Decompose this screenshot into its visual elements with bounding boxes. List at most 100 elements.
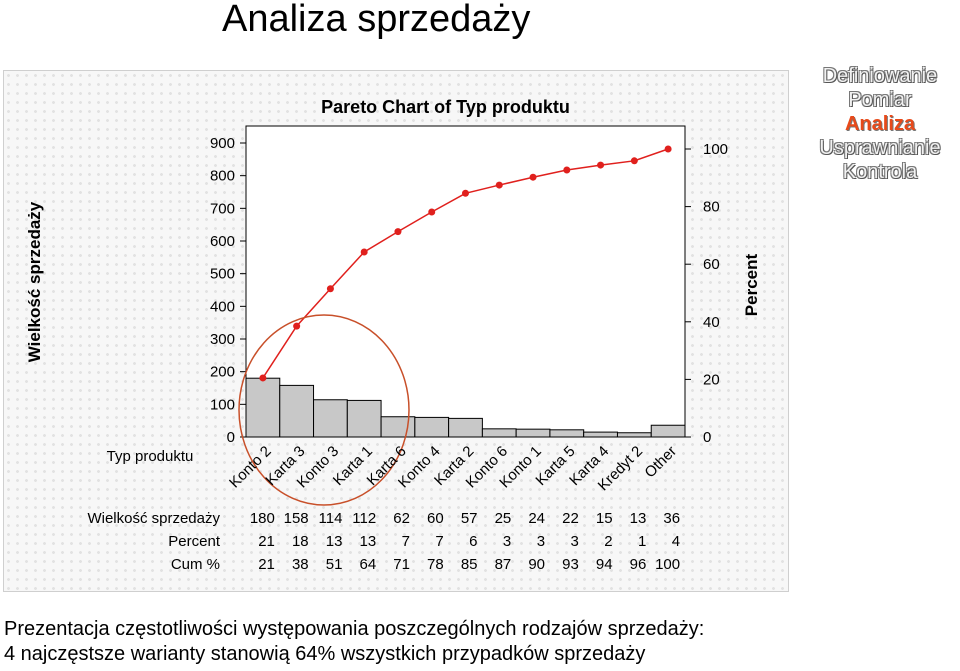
y2-axis-label: Percent xyxy=(742,253,761,316)
step-analiza[interactable]: Analiza xyxy=(844,113,916,135)
category-label: Other xyxy=(641,443,680,482)
bar-konto-3 xyxy=(313,399,348,438)
table-cell: 90 xyxy=(528,556,545,573)
y-tick-label: 300 xyxy=(210,331,235,348)
table-cell: 15 xyxy=(596,510,613,527)
cumulative-point-12 xyxy=(630,157,638,165)
table-cell: 21 xyxy=(258,556,275,573)
bar-konto-6 xyxy=(481,428,517,438)
chart-title: Pareto Chart of Typ produktu xyxy=(321,97,570,117)
cumulative-point-5 xyxy=(394,228,402,236)
bar-kredyt-2 xyxy=(616,432,652,438)
y-tick-label: 100 xyxy=(210,396,235,413)
summary-text: Prezentacja częstotliwości występowania … xyxy=(4,617,704,667)
y-tick-label: 200 xyxy=(210,364,235,381)
y2-tick-label: 80 xyxy=(703,199,720,216)
plot-frame xyxy=(245,125,686,438)
bar-karta-5 xyxy=(549,429,585,438)
y2-tick-label: 100 xyxy=(703,141,728,158)
table-cell: 78 xyxy=(427,556,444,573)
table-cell: 18 xyxy=(292,533,309,550)
y-tick-label: 900 xyxy=(210,135,235,152)
table-cell: 57 xyxy=(461,510,478,527)
table-cell: 114 xyxy=(319,510,343,527)
cumulative-point-8 xyxy=(495,181,503,189)
y-tick-label: 600 xyxy=(210,233,235,250)
y2-tick-label: 20 xyxy=(703,371,720,388)
cumulative-point-10 xyxy=(563,166,571,174)
table-cell: 87 xyxy=(495,556,512,573)
table-cell: 7 xyxy=(435,533,443,550)
y-tick-label: 0 xyxy=(227,429,235,446)
table-cell: 64 xyxy=(360,556,377,573)
summary-line-2: 4 najczęstsze warianty stanowią 64% wszy… xyxy=(4,643,646,665)
cumulative-point-7 xyxy=(462,189,469,197)
table-cell: 1 xyxy=(638,533,646,550)
y2-tick-label: 60 xyxy=(703,256,720,273)
y-tick-label: 700 xyxy=(210,200,235,217)
table-cell: 13 xyxy=(326,533,343,550)
table-cell: 85 xyxy=(461,556,478,573)
table-row-label: Cum % xyxy=(171,556,220,573)
step-kontrola[interactable]: Kontrola xyxy=(842,161,918,183)
cumulative-point-11 xyxy=(597,161,605,169)
table-cell: 7 xyxy=(402,533,410,550)
bar-other xyxy=(650,424,686,438)
y2-tick-label: 40 xyxy=(703,314,720,331)
table-row-label: Percent xyxy=(168,533,221,550)
bar-karta-3 xyxy=(279,384,315,438)
table-cell: 13 xyxy=(360,533,377,550)
cumulative-point-4 xyxy=(360,248,368,256)
cumulative-point-2 xyxy=(293,322,301,330)
table-cell: 180 xyxy=(250,510,275,527)
y-tick-label: 400 xyxy=(210,298,235,315)
table-cell: 3 xyxy=(537,533,545,550)
y2-tick-label: 0 xyxy=(703,429,711,446)
step-pomiar[interactable]: Pomiar xyxy=(848,89,912,111)
table-cell: 25 xyxy=(495,510,512,527)
table-cell: 2 xyxy=(604,533,612,550)
category-label: Konto 2 xyxy=(226,443,275,492)
y-tick-label: 800 xyxy=(210,168,235,185)
table-cell: 3 xyxy=(570,533,578,550)
table-cell: 94 xyxy=(596,556,613,573)
y-axis-label: Wielkość sprzedaży xyxy=(25,201,44,362)
cumulative-point-9 xyxy=(529,173,537,181)
table-cell: 13 xyxy=(630,510,647,527)
bar-konto-2 xyxy=(245,377,281,438)
bar-karta-1 xyxy=(346,399,382,438)
cumulative-point-3 xyxy=(326,285,334,293)
table-cell: 22 xyxy=(562,510,579,527)
dmaic-steps: Definiowanie Pomiar Analiza Usprawnianie… xyxy=(800,64,960,184)
highlight-ellipse xyxy=(238,314,410,506)
bar-konto-4 xyxy=(414,416,450,438)
bar-karta-4 xyxy=(583,431,618,438)
bar-konto-1 xyxy=(515,428,551,438)
step-definiowanie[interactable]: Definiowanie xyxy=(822,65,938,87)
table-cell: 158 xyxy=(284,510,309,527)
y-tick-label: 500 xyxy=(210,266,235,283)
cumulative-point-6 xyxy=(428,208,436,216)
table-cell: 96 xyxy=(630,556,647,573)
table-cell: 51 xyxy=(326,556,343,573)
table-cell: 60 xyxy=(427,510,444,527)
table-cell: 24 xyxy=(528,510,545,527)
x-axis-label: Typ produktu xyxy=(107,448,194,465)
table-cell: 6 xyxy=(469,533,477,550)
cumulative-point-1 xyxy=(259,374,267,382)
table-cell: 62 xyxy=(393,510,410,527)
table-cell: 21 xyxy=(258,533,275,550)
step-usprawnianie[interactable]: Usprawnianie xyxy=(819,137,941,159)
cumulative-point-13 xyxy=(664,145,672,153)
table-cell: 36 xyxy=(663,510,680,527)
table-cell: 4 xyxy=(672,533,680,550)
bar-karta-6 xyxy=(380,416,416,438)
table-cell: 93 xyxy=(562,556,579,573)
summary-line-1: Prezentacja częstotliwości występowania … xyxy=(4,618,705,640)
table-cell: 3 xyxy=(503,533,511,550)
page-title: Analiza sprzedaży xyxy=(222,0,531,40)
table-cell: 100 xyxy=(655,556,680,573)
table-cell: 71 xyxy=(393,556,410,573)
table-row-label: Wielkość sprzedaży xyxy=(87,510,220,527)
